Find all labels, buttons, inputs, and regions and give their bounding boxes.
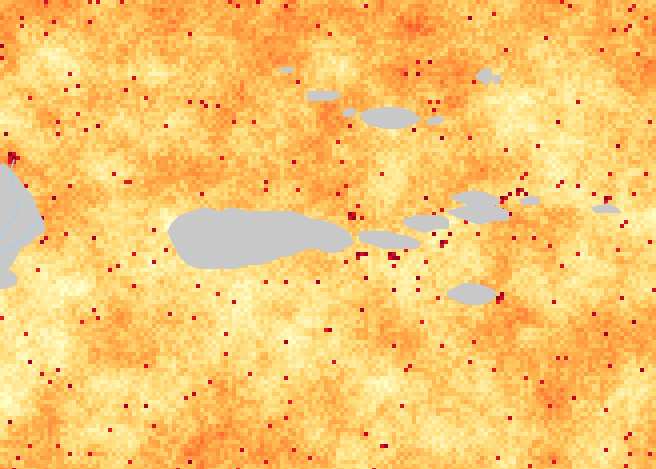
raster-heatmap-canvas[interactable] [0,0,656,469]
raster-map-viewport[interactable] [0,0,656,469]
